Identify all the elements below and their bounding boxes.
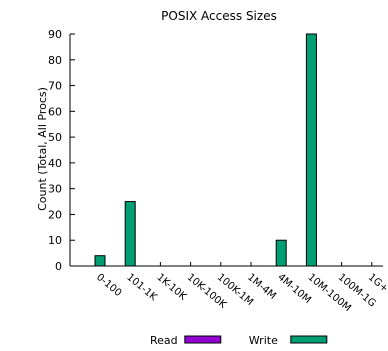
legend-swatch-write [290, 335, 328, 344]
x-tick-label: 0-100 [94, 272, 123, 299]
x-tick-label: 1K-10K [154, 272, 188, 303]
legend-label-write: Write [249, 334, 278, 347]
bar-write [305, 33, 317, 267]
y-tick-label: 20 [48, 208, 62, 221]
legend-swatch-read [184, 335, 222, 344]
x-tick-label: 101-1K [124, 272, 159, 304]
y-tick-label: 10 [48, 234, 62, 247]
y-tick-label: 50 [48, 131, 62, 144]
bar-write [94, 255, 106, 267]
y-tick-label: 80 [48, 54, 62, 67]
bar-write [275, 239, 287, 267]
bar-write [124, 201, 136, 267]
x-tick-label: 1G+ [366, 272, 388, 295]
legend: Read Write [150, 334, 328, 347]
chart-title: POSIX Access Sizes [161, 9, 277, 23]
y-tick-label: 30 [48, 183, 62, 196]
y-tick-label: 40 [48, 157, 62, 170]
y-axis-label: Count (Total, All Procs) [36, 87, 49, 211]
y-tick-label: 70 [48, 80, 62, 93]
y-tick-label: 60 [48, 105, 62, 118]
y-tick-label: 90 [48, 28, 62, 41]
y-tick-label: 0 [55, 260, 62, 273]
legend-label-read: Read [150, 334, 178, 347]
